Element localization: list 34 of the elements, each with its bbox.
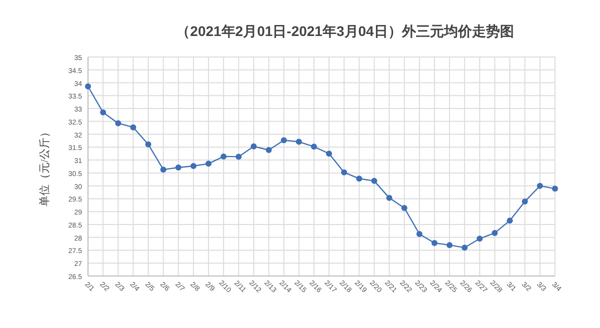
point [522,198,528,205]
point [462,244,468,251]
point [236,154,242,160]
point [326,150,332,157]
point [115,120,122,126]
point [220,153,227,160]
point [552,186,558,192]
point [266,147,272,154]
point [100,109,106,116]
point [492,230,498,236]
point [85,83,91,90]
chart-title: （2021年2月01日-2021年3月04日）外三元均价走势图 [176,23,514,39]
point [160,166,166,173]
point [145,141,152,148]
point [130,124,136,130]
y-axis-title: 单位（元/公斤） [38,126,51,207]
point [280,137,287,144]
point [386,194,392,201]
point [356,176,362,182]
point [175,164,182,171]
point [401,204,408,211]
point [476,236,483,242]
point [536,182,543,189]
point [310,144,317,150]
point [206,160,212,167]
point [341,169,348,176]
point [296,138,302,145]
point [431,240,438,246]
point [371,178,378,184]
point [250,143,257,150]
point [190,162,196,169]
point [446,242,453,248]
point [506,218,513,224]
point [416,231,422,238]
